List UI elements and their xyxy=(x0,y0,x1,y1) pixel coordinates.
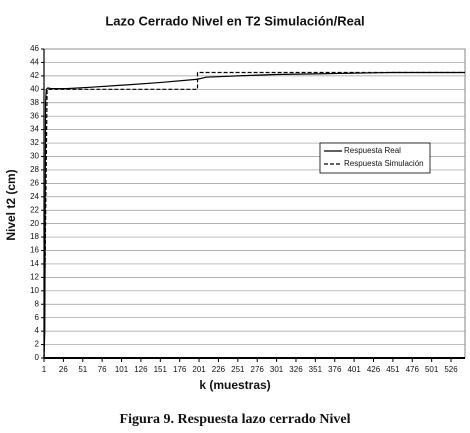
x-tick-label: 451 xyxy=(386,365,400,374)
legend-label: Respuesta Real xyxy=(344,146,401,155)
x-tick-label: 51 xyxy=(78,365,87,374)
y-tick-label: 28 xyxy=(30,165,39,174)
y-tick-label: 16 xyxy=(30,246,39,255)
x-tick-label: 176 xyxy=(173,365,187,374)
y-tick-label: 2 xyxy=(35,340,40,349)
y-tick-label: 38 xyxy=(30,98,39,107)
series-line xyxy=(43,71,465,359)
y-tick-label: 22 xyxy=(30,205,39,214)
x-tick-label: 276 xyxy=(251,365,265,374)
y-tick-label: 10 xyxy=(30,286,39,295)
y-tick-label: 40 xyxy=(30,84,39,93)
y-tick-label: 46 xyxy=(30,44,39,53)
chart-title: Lazo Cerrado Nivel en T2 Simulación/Real xyxy=(105,13,364,28)
y-tick-label: 8 xyxy=(35,299,40,308)
y-tick-label: 14 xyxy=(30,259,39,268)
y-tick-label: 32 xyxy=(30,138,39,147)
x-tick-label: 151 xyxy=(154,365,168,374)
legend-box xyxy=(319,142,431,174)
series-line xyxy=(43,71,465,359)
y-tick-label: 18 xyxy=(30,232,39,241)
x-tick-label: 26 xyxy=(59,365,68,374)
y-tick-label: 34 xyxy=(30,125,39,134)
x-tick-label: 326 xyxy=(289,365,303,374)
y-tick-label: 26 xyxy=(30,178,39,187)
y-tick-label: 12 xyxy=(30,273,39,282)
x-tick-label: 526 xyxy=(444,365,458,374)
y-tick-label: 36 xyxy=(30,111,39,120)
x-tick-label: 351 xyxy=(309,365,323,374)
y-tick-label: 4 xyxy=(35,326,40,335)
x-tick-label: 126 xyxy=(134,365,148,374)
y-tick-label: 6 xyxy=(35,313,40,322)
x-tick-label: 401 xyxy=(347,365,361,374)
x-tick-label: 101 xyxy=(115,365,129,374)
y-tick-label: 30 xyxy=(30,152,39,161)
x-axis-label: k (muestras) xyxy=(199,378,270,392)
y-tick-label: 20 xyxy=(30,219,39,228)
x-tick-label: 251 xyxy=(231,365,245,374)
legend: Respuesta Real Respuesta Simulación xyxy=(324,146,424,168)
x-tick-label: 501 xyxy=(425,365,439,374)
y-tick-label: 24 xyxy=(30,192,39,201)
legend-label: Respuesta Simulación xyxy=(344,159,424,168)
x-tick-label: 426 xyxy=(367,365,381,374)
x-tick-label: 1 xyxy=(42,365,47,374)
x-tick-label: 476 xyxy=(406,365,420,374)
y-tick-label: 44 xyxy=(30,58,39,67)
x-tick-label: 76 xyxy=(98,365,107,374)
y-axis-label: Nivel t2 (cm) xyxy=(4,169,18,240)
x-tick-label: 226 xyxy=(212,365,226,374)
y-tick-label: 42 xyxy=(30,71,39,80)
x-tick-label: 201 xyxy=(192,365,206,374)
x-tick-label: 376 xyxy=(328,365,342,374)
y-tick-label: 0 xyxy=(35,353,40,362)
figure-caption: Figura 9. Respuesta lazo cerrado Nivel xyxy=(120,412,351,427)
x-tick-label: 301 xyxy=(270,365,284,374)
plot-background xyxy=(43,48,466,359)
